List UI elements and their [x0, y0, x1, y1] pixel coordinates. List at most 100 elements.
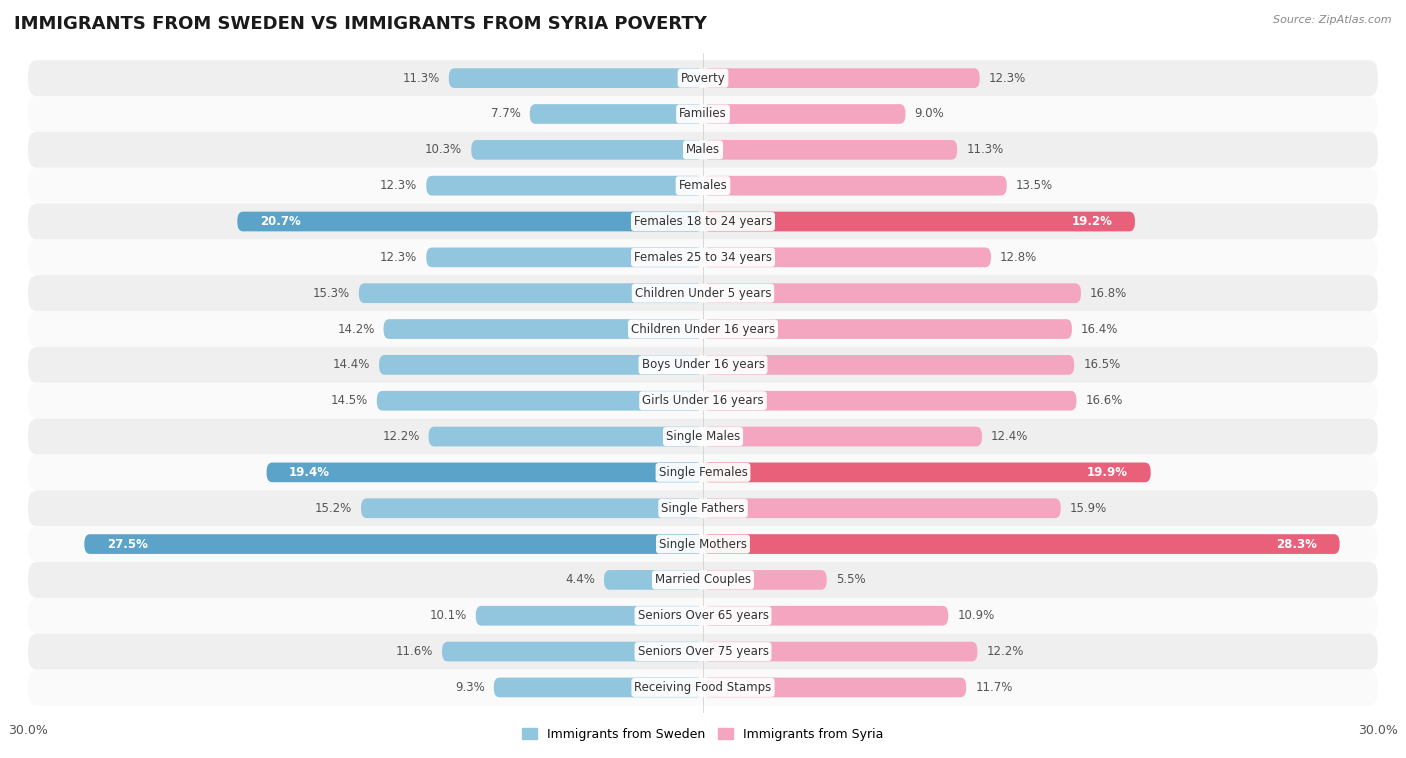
Text: 5.5%: 5.5%	[835, 573, 865, 587]
FancyBboxPatch shape	[361, 498, 703, 518]
FancyBboxPatch shape	[28, 455, 1378, 490]
FancyBboxPatch shape	[703, 248, 991, 268]
FancyBboxPatch shape	[426, 248, 703, 268]
Text: 15.9%: 15.9%	[1070, 502, 1107, 515]
FancyBboxPatch shape	[703, 391, 1077, 411]
FancyBboxPatch shape	[28, 275, 1378, 311]
FancyBboxPatch shape	[377, 391, 703, 411]
Text: 10.3%: 10.3%	[425, 143, 463, 156]
FancyBboxPatch shape	[703, 642, 977, 662]
Text: Boys Under 16 years: Boys Under 16 years	[641, 359, 765, 371]
Text: 15.3%: 15.3%	[312, 287, 350, 299]
Text: 12.3%: 12.3%	[380, 251, 418, 264]
FancyBboxPatch shape	[703, 606, 948, 625]
FancyBboxPatch shape	[703, 678, 966, 697]
FancyBboxPatch shape	[28, 240, 1378, 275]
FancyBboxPatch shape	[28, 383, 1378, 418]
FancyBboxPatch shape	[28, 598, 1378, 634]
FancyBboxPatch shape	[494, 678, 703, 697]
FancyBboxPatch shape	[703, 319, 1071, 339]
Text: Females 25 to 34 years: Females 25 to 34 years	[634, 251, 772, 264]
FancyBboxPatch shape	[28, 562, 1378, 598]
Text: Married Couples: Married Couples	[655, 573, 751, 587]
Text: 16.6%: 16.6%	[1085, 394, 1123, 407]
FancyBboxPatch shape	[384, 319, 703, 339]
FancyBboxPatch shape	[703, 570, 827, 590]
Text: Receiving Food Stamps: Receiving Food Stamps	[634, 681, 772, 694]
Text: 19.2%: 19.2%	[1071, 215, 1112, 228]
FancyBboxPatch shape	[28, 347, 1378, 383]
FancyBboxPatch shape	[703, 283, 1081, 303]
Legend: Immigrants from Sweden, Immigrants from Syria: Immigrants from Sweden, Immigrants from …	[517, 723, 889, 746]
Text: 14.5%: 14.5%	[330, 394, 368, 407]
Text: 4.4%: 4.4%	[565, 573, 595, 587]
Text: 16.5%: 16.5%	[1083, 359, 1121, 371]
Text: 16.8%: 16.8%	[1090, 287, 1128, 299]
Text: 12.8%: 12.8%	[1000, 251, 1038, 264]
FancyBboxPatch shape	[703, 355, 1074, 374]
FancyBboxPatch shape	[703, 211, 1135, 231]
Text: 9.0%: 9.0%	[914, 108, 945, 121]
Text: 14.4%: 14.4%	[333, 359, 370, 371]
FancyBboxPatch shape	[703, 462, 1150, 482]
Text: Children Under 16 years: Children Under 16 years	[631, 323, 775, 336]
Text: Poverty: Poverty	[681, 72, 725, 85]
FancyBboxPatch shape	[426, 176, 703, 196]
FancyBboxPatch shape	[28, 490, 1378, 526]
Text: Females: Females	[679, 179, 727, 193]
FancyBboxPatch shape	[28, 669, 1378, 706]
Text: Single Females: Single Females	[658, 466, 748, 479]
Text: Children Under 5 years: Children Under 5 years	[634, 287, 772, 299]
FancyBboxPatch shape	[703, 534, 1340, 554]
Text: Girls Under 16 years: Girls Under 16 years	[643, 394, 763, 407]
FancyBboxPatch shape	[28, 168, 1378, 204]
FancyBboxPatch shape	[28, 204, 1378, 240]
Text: 28.3%: 28.3%	[1277, 537, 1317, 550]
Text: Families: Families	[679, 108, 727, 121]
FancyBboxPatch shape	[530, 104, 703, 124]
Text: Single Males: Single Males	[666, 430, 740, 443]
Text: 12.2%: 12.2%	[987, 645, 1024, 658]
Text: 20.7%: 20.7%	[260, 215, 301, 228]
Text: Males: Males	[686, 143, 720, 156]
Text: 7.7%: 7.7%	[491, 108, 520, 121]
FancyBboxPatch shape	[28, 60, 1378, 96]
FancyBboxPatch shape	[441, 642, 703, 662]
Text: 19.9%: 19.9%	[1087, 466, 1128, 479]
Text: Single Mothers: Single Mothers	[659, 537, 747, 550]
FancyBboxPatch shape	[703, 104, 905, 124]
FancyBboxPatch shape	[449, 68, 703, 88]
Text: Single Fathers: Single Fathers	[661, 502, 745, 515]
FancyBboxPatch shape	[28, 311, 1378, 347]
FancyBboxPatch shape	[267, 462, 703, 482]
Text: 13.5%: 13.5%	[1015, 179, 1053, 193]
FancyBboxPatch shape	[28, 418, 1378, 455]
Text: 19.4%: 19.4%	[290, 466, 330, 479]
Text: 10.1%: 10.1%	[430, 609, 467, 622]
FancyBboxPatch shape	[703, 176, 1007, 196]
FancyBboxPatch shape	[703, 427, 981, 446]
FancyBboxPatch shape	[28, 526, 1378, 562]
Text: 27.5%: 27.5%	[107, 537, 148, 550]
Text: Seniors Over 75 years: Seniors Over 75 years	[637, 645, 769, 658]
FancyBboxPatch shape	[28, 634, 1378, 669]
FancyBboxPatch shape	[28, 132, 1378, 168]
FancyBboxPatch shape	[471, 140, 703, 160]
FancyBboxPatch shape	[703, 140, 957, 160]
Text: 11.6%: 11.6%	[395, 645, 433, 658]
Text: Seniors Over 65 years: Seniors Over 65 years	[637, 609, 769, 622]
FancyBboxPatch shape	[380, 355, 703, 374]
Text: IMMIGRANTS FROM SWEDEN VS IMMIGRANTS FROM SYRIA POVERTY: IMMIGRANTS FROM SWEDEN VS IMMIGRANTS FRO…	[14, 15, 707, 33]
FancyBboxPatch shape	[703, 498, 1060, 518]
Text: 14.2%: 14.2%	[337, 323, 374, 336]
Text: 11.3%: 11.3%	[966, 143, 1004, 156]
Text: 10.9%: 10.9%	[957, 609, 994, 622]
Text: Source: ZipAtlas.com: Source: ZipAtlas.com	[1274, 15, 1392, 25]
Text: 16.4%: 16.4%	[1081, 323, 1118, 336]
FancyBboxPatch shape	[605, 570, 703, 590]
Text: 12.3%: 12.3%	[380, 179, 418, 193]
Text: 15.2%: 15.2%	[315, 502, 352, 515]
FancyBboxPatch shape	[28, 96, 1378, 132]
Text: 11.3%: 11.3%	[402, 72, 440, 85]
FancyBboxPatch shape	[84, 534, 703, 554]
